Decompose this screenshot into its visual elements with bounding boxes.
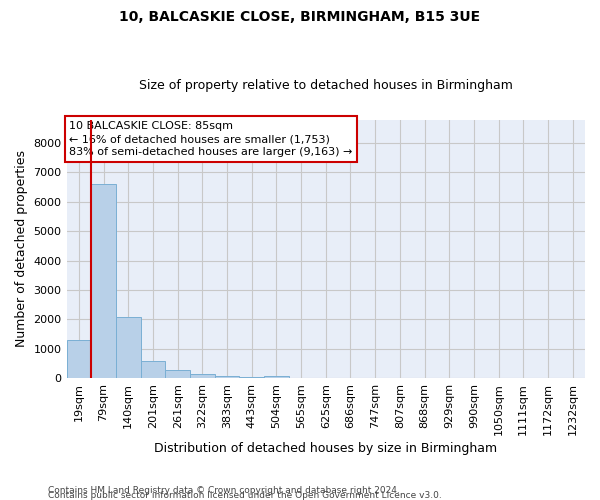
Bar [239, 376, 264, 378]
Bar [91, 184, 116, 378]
Bar [67, 340, 91, 378]
Y-axis label: Number of detached properties: Number of detached properties [15, 150, 28, 348]
Text: Contains HM Land Registry data © Crown copyright and database right 2024.: Contains HM Land Registry data © Crown c… [48, 486, 400, 495]
Bar [116, 317, 140, 378]
Bar [215, 376, 239, 378]
Bar [190, 374, 215, 378]
Title: Size of property relative to detached houses in Birmingham: Size of property relative to detached ho… [139, 79, 513, 92]
Bar [165, 370, 190, 378]
Text: 10 BALCASKIE CLOSE: 85sqm
← 16% of detached houses are smaller (1,753)
83% of se: 10 BALCASKIE CLOSE: 85sqm ← 16% of detac… [69, 121, 353, 157]
Bar [264, 376, 289, 378]
Bar [140, 361, 165, 378]
Text: Contains public sector information licensed under the Open Government Licence v3: Contains public sector information licen… [48, 490, 442, 500]
Text: 10, BALCASKIE CLOSE, BIRMINGHAM, B15 3UE: 10, BALCASKIE CLOSE, BIRMINGHAM, B15 3UE [119, 10, 481, 24]
X-axis label: Distribution of detached houses by size in Birmingham: Distribution of detached houses by size … [154, 442, 497, 455]
